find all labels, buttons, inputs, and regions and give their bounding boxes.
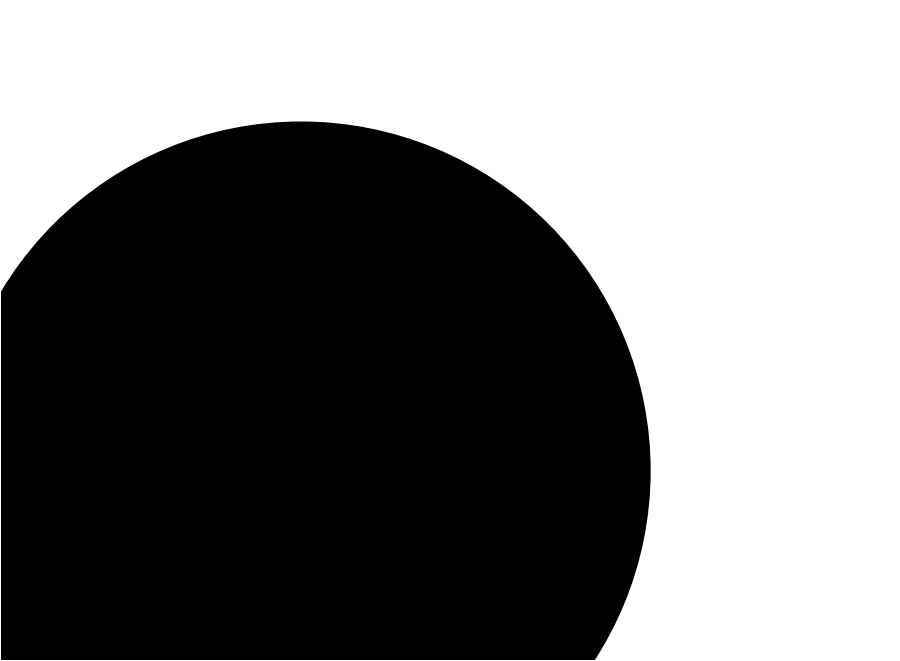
Bar: [590, 555, 618, 595]
Polygon shape: [701, 383, 877, 548]
Circle shape: [0, 0, 525, 343]
Text: 6: 6: [332, 280, 343, 295]
Circle shape: [144, 0, 900, 661]
Circle shape: [247, 159, 900, 661]
Text: 16: 16: [430, 547, 452, 562]
Text: 14: 14: [572, 294, 593, 309]
Text: 15: 15: [116, 211, 138, 226]
Text: 10: 10: [669, 327, 690, 342]
Text: 17: 17: [457, 385, 479, 400]
Circle shape: [296, 0, 900, 661]
Text: 12: 12: [588, 496, 608, 510]
Circle shape: [0, 0, 850, 661]
Text: 11: 11: [731, 334, 752, 348]
Polygon shape: [784, 261, 820, 288]
Text: 4: 4: [640, 122, 651, 137]
Circle shape: [248, 0, 900, 555]
Text: 5: 5: [410, 284, 421, 299]
Text: 7: 7: [391, 366, 401, 381]
Polygon shape: [257, 536, 284, 560]
Bar: [349, 267, 372, 279]
Text: 2: 2: [485, 86, 496, 101]
Circle shape: [0, 122, 650, 661]
Circle shape: [0, 246, 576, 661]
Bar: [544, 189, 889, 650]
Text: 13: 13: [635, 504, 656, 519]
Text: 9: 9: [799, 241, 810, 256]
Polygon shape: [400, 367, 461, 419]
Polygon shape: [441, 400, 461, 418]
Text: 1: 1: [328, 257, 338, 272]
Text: 3: 3: [669, 182, 680, 196]
Text: 8: 8: [556, 349, 567, 364]
